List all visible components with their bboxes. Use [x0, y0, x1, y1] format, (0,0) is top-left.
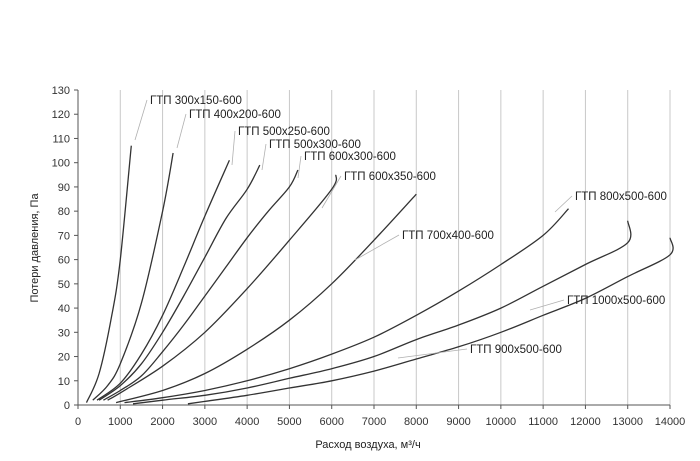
y-tick-label: 110 — [52, 133, 70, 145]
series-label: ГТП 300х150-600 — [150, 95, 242, 107]
series-label-leader — [529, 299, 565, 311]
x-tick-label: 3000 — [193, 416, 217, 428]
x-tick-label: 5000 — [277, 416, 301, 428]
x-tick-label: 7000 — [362, 416, 386, 428]
series-line-гтп-300х150-600 — [85, 145, 132, 403]
y-tick-labels: 0 10 20 30 40 50 60 70 80 90 100 110 120 130 — [52, 85, 70, 412]
series-label-leader — [554, 195, 573, 213]
x-tick-label: 2000 — [150, 416, 174, 428]
series-line-гтп-600х350-600 — [107, 174, 338, 401]
series-label: ГТП 400х200-600 — [189, 109, 281, 121]
axes — [74, 89, 671, 409]
series-label: ГТП 800х500-600 — [575, 191, 667, 203]
series-label: ГТП 1000х500-600 — [567, 295, 665, 307]
series-line-гтп-700х400-600 — [115, 193, 417, 404]
y-tick-label: 0 — [64, 400, 70, 412]
series-label-leader — [176, 113, 187, 149]
y-tick-label: 10 — [58, 376, 70, 388]
series-line-гтп-900х500-600 — [132, 220, 632, 405]
x-tick-label: 6000 — [319, 416, 343, 428]
grid — [119, 90, 671, 405]
series-label: ГТП 500х250-600 — [238, 126, 330, 138]
y-tick-label: 100 — [52, 158, 70, 170]
y-tick-label: 50 — [58, 279, 70, 291]
series-line-гтп-1000х500-600 — [187, 237, 674, 405]
y-tick-label: 40 — [58, 303, 70, 315]
x-tick-label: 4000 — [235, 416, 259, 428]
x-tick-label: 12000 — [570, 416, 601, 428]
x-axis-title: Расход воздуха, м³/ч — [315, 439, 420, 451]
series-label-leader — [321, 175, 342, 209]
series-label-leader — [134, 99, 148, 141]
series-label-leader — [354, 234, 400, 261]
series-label-leader — [231, 130, 236, 166]
y-tick-label: 70 — [58, 230, 70, 242]
series-label: ГТП 600х300-600 — [304, 151, 396, 163]
series-labels: ГТП 300х150-600 ГТП 400х200-600 ГТП 500х25… — [134, 95, 667, 359]
x-tick-label: 11000 — [528, 416, 558, 428]
x-tick-label: 14000 — [655, 416, 686, 428]
y-tick-label: 60 — [58, 255, 70, 267]
y-axis-title: Потери давления, Па — [29, 193, 41, 303]
x-tick-label: 0 — [75, 416, 81, 428]
series-line-гтп-600х300-600 — [103, 169, 299, 401]
y-tick-label: 30 — [58, 327, 70, 339]
series-label-leader — [397, 348, 468, 359]
y-tick-label: 130 — [52, 85, 70, 97]
x-tick-label: 9000 — [446, 416, 470, 428]
series-label: ГТП 600х350-600 — [344, 171, 436, 183]
series-line-гтп-500х300-600 — [98, 164, 261, 401]
series-line-гтп-500х250-600 — [96, 160, 230, 401]
series-label: ГТП 500х300-600 — [269, 139, 361, 151]
y-tick-label: 120 — [52, 109, 70, 121]
x-tick-label: 1000 — [108, 416, 132, 428]
series-label-leader — [261, 143, 267, 171]
y-tick-label: 90 — [58, 182, 70, 194]
y-tick-label: 20 — [58, 352, 70, 364]
series-lines — [85, 145, 674, 405]
x-tick-label: 8000 — [404, 416, 428, 428]
series-label: ГТП 900х500-600 — [470, 344, 562, 356]
series-line-гтп-400х200-600 — [92, 152, 174, 401]
series-line-гтп-800х500-600 — [124, 208, 569, 404]
series-label: ГТП 700х400-600 — [402, 230, 494, 242]
x-tick-labels: 0 1000 2000 3000 4000 5000 6000 7000 8000 9000 100… — [75, 416, 685, 428]
y-tick-label: 80 — [58, 206, 70, 218]
series-label-leader — [297, 155, 302, 179]
x-tick-label: 13000 — [612, 416, 643, 428]
x-tick-label: 10000 — [486, 416, 517, 428]
